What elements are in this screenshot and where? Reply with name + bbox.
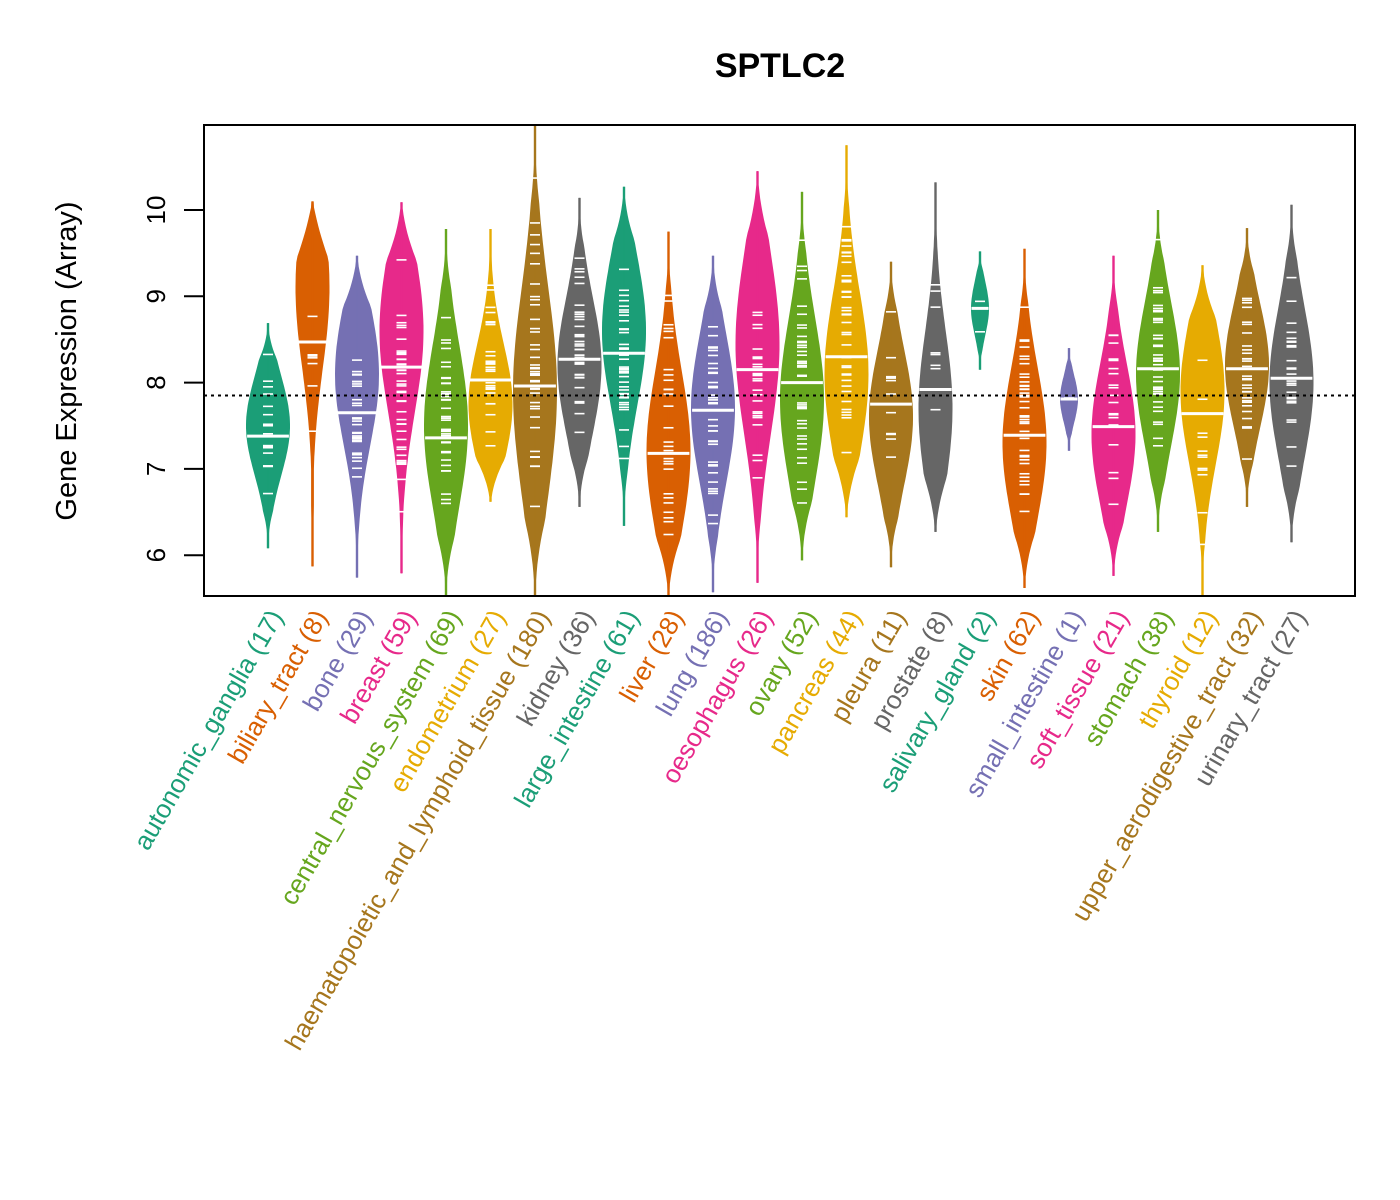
- violin-liver: [646, 231, 691, 596]
- violin-autonomic-ganglia: [246, 323, 290, 549]
- violin-pancreas: [824, 145, 869, 518]
- violin-breast: [379, 202, 424, 574]
- violin-haematopoietic-and-lymphoid-tissue: [513, 125, 557, 596]
- y-axis-label: Gene Expression (Array): [51, 201, 83, 520]
- violin-soft-tissue: [1091, 255, 1136, 576]
- chart-title: SPTLC2: [715, 47, 845, 85]
- violin-bone: [335, 255, 379, 578]
- violin-endometrium: [468, 228, 513, 502]
- violin-upper-aerodigestive-tract: [1225, 228, 1269, 507]
- violin-stomach: [1136, 210, 1180, 532]
- violin-ovary: [780, 191, 824, 561]
- y-tick-label: 9: [141, 289, 171, 303]
- y-tick-label: 10: [141, 196, 171, 225]
- y-axis: 6 7 8 9 10: [141, 196, 205, 562]
- violin-central-nervous-system: [424, 228, 468, 596]
- y-tick-label: 7: [141, 462, 171, 476]
- violin-small-intestine: [1060, 348, 1078, 451]
- violin-urinary-tract: [1269, 204, 1314, 543]
- violin-biliary-tract: [295, 201, 330, 567]
- violins-group: [246, 125, 1314, 596]
- violin-prostate: [918, 182, 953, 532]
- y-tick-label: 8: [141, 375, 171, 389]
- violin-skin: [1002, 248, 1047, 589]
- violin-large-intestine: [602, 186, 646, 526]
- violin-thyroid: [1180, 265, 1225, 596]
- x-axis-labels: autonomic_ganglia (17)biliary_tract (8)b…: [127, 605, 1312, 1056]
- violin-oesophagus: [735, 171, 780, 583]
- violin-lung: [691, 255, 735, 593]
- violin-kidney: [557, 197, 602, 507]
- violin-salivary-gland: [971, 251, 989, 370]
- y-tick-label: 6: [141, 548, 171, 562]
- violin-pleura: [869, 261, 913, 568]
